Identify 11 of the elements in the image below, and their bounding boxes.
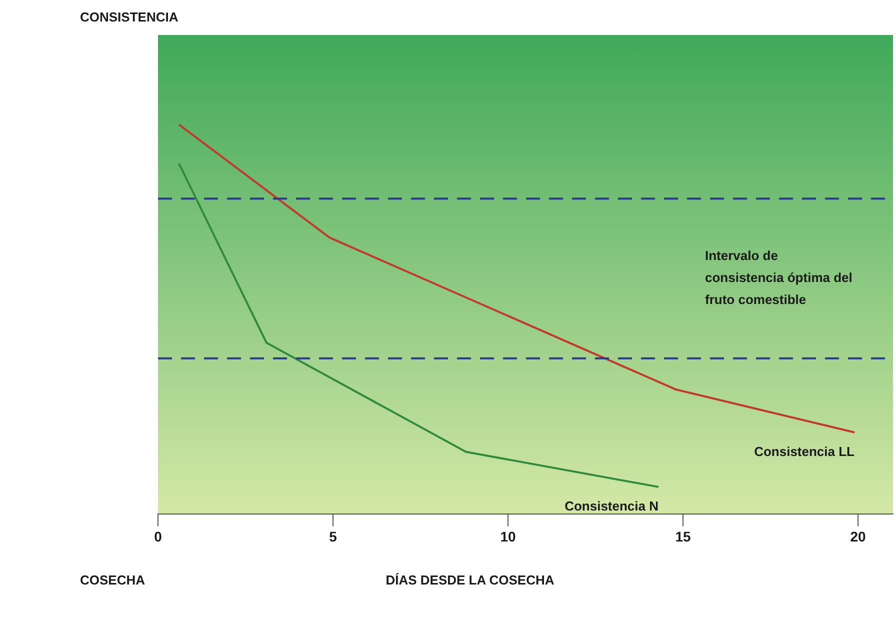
x-tick-label: 0 <box>154 528 162 544</box>
annotation: Intervalo de consistencia óptima del fruto comestible <box>705 248 852 308</box>
x-tick-label: 5 <box>329 528 338 544</box>
series-label: Consistencia N <box>564 498 658 514</box>
x-tick-label: 15 <box>675 528 691 544</box>
x-tick-label: 20 <box>850 528 866 544</box>
x-axis-title: DÍAS DESDE LA COSECHA <box>386 572 555 588</box>
x-tick-label: 10 <box>500 528 516 544</box>
text: CONSISTENCIA <box>80 10 179 25</box>
series-label: Consistencia LL <box>754 444 855 459</box>
text: COSECHA <box>80 572 146 588</box>
